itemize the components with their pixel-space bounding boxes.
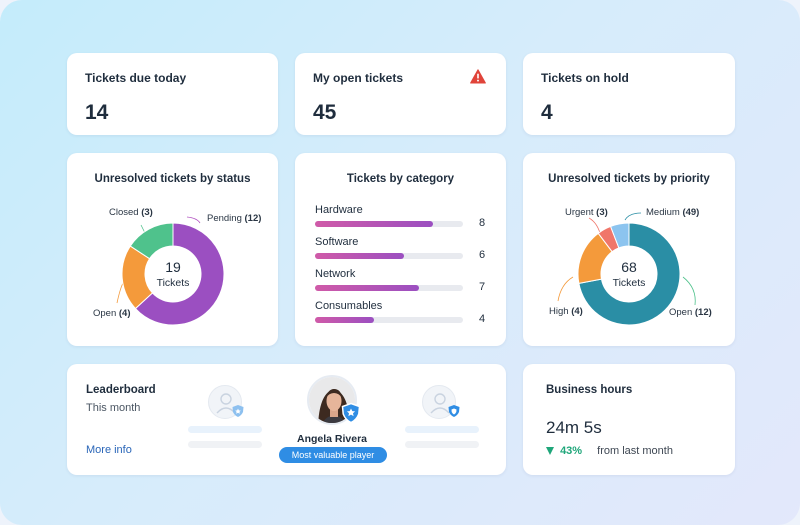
winner-name: Angela Rivera <box>296 433 368 445</box>
shield-icon <box>232 405 244 417</box>
placeholder-bar <box>405 441 479 448</box>
category-value: 8 <box>479 217 486 229</box>
callout-open-priority: Open (12) <box>669 307 712 318</box>
priority-slice-medium[interactable] <box>609 222 630 249</box>
priority-donut-chart <box>557 212 696 326</box>
status-donut-chart <box>116 216 225 326</box>
priority-center-label: Tickets <box>612 277 646 289</box>
priority-center-value: 68 <box>621 259 637 275</box>
category-track <box>315 253 463 259</box>
category-value: 4 <box>479 313 486 325</box>
category-row-software: Software 6 <box>315 236 490 261</box>
callout-pending: Pending (12) <box>207 213 262 224</box>
category-value: 6 <box>479 249 486 261</box>
business-hours-title: Business hours <box>546 384 633 396</box>
shield-icon <box>448 405 460 417</box>
status-slice-closed[interactable] <box>129 222 174 260</box>
placeholder-bar <box>188 426 262 433</box>
status-center-value: 19 <box>165 259 181 275</box>
category-row-hardware: Hardware 8 <box>315 204 490 229</box>
stat-value: 4 <box>541 101 553 124</box>
stat-card-my-open[interactable]: My open tickets 45 <box>295 53 506 135</box>
callout-medium: Medium (49) <box>646 207 700 218</box>
stat-value: 14 <box>85 101 109 124</box>
status-slice-pending[interactable] <box>134 222 225 326</box>
user-icon <box>430 393 450 414</box>
category-label: Network <box>315 268 356 280</box>
stat-value: 45 <box>313 101 337 124</box>
category-bar <box>315 253 404 259</box>
category-label: Consumables <box>315 300 383 312</box>
category-track <box>315 221 463 227</box>
business-hours-value: 24m 5s <box>546 418 602 437</box>
category-value: 7 <box>479 281 486 293</box>
stat-title: My open tickets <box>313 71 404 85</box>
placeholder-bar <box>405 426 479 433</box>
category-bar <box>315 285 419 291</box>
category-bar <box>315 221 434 227</box>
stat-title: Tickets on hold <box>541 71 629 85</box>
category-label: Software <box>315 236 359 248</box>
callout-urgent: Urgent (3) <box>565 207 608 218</box>
trend-percent: 43% <box>560 445 583 457</box>
status-chart-card: Unresolved tickets by status 19 Tickets … <box>67 153 278 346</box>
mvp-badge: Most valuable player <box>279 447 387 463</box>
more-info-link[interactable]: More info <box>86 444 132 456</box>
warning-icon <box>470 69 486 84</box>
chart-title: Unresolved tickets by status <box>94 173 251 185</box>
category-bar <box>315 317 375 323</box>
stat-title: Tickets due today <box>85 71 187 85</box>
category-track <box>315 285 463 291</box>
chart-title: Tickets by category <box>346 173 455 185</box>
business-hours-trend: 43% from last month <box>546 445 673 457</box>
chart-title: Unresolved tickets by priority <box>548 173 710 185</box>
trend-down-icon <box>546 447 554 455</box>
stat-card-due-today[interactable]: Tickets due today 14 <box>67 53 278 135</box>
priority-slice-open[interactable] <box>578 222 681 326</box>
status-center-label: Tickets <box>156 277 190 289</box>
category-chart-card: Tickets by category Hardware 8 Software … <box>295 153 506 346</box>
callout-high: High (4) <box>549 306 583 317</box>
leaderboard-title: Leaderboard <box>86 384 156 396</box>
business-hours-card: Business hours 24m 5s 43% from last mont… <box>523 364 735 475</box>
category-track <box>315 317 463 323</box>
callout-closed: Closed (3) <box>109 207 153 218</box>
stat-card-on-hold[interactable]: Tickets on hold 4 <box>523 53 735 135</box>
category-row-consumables: Consumables 4 <box>315 300 490 325</box>
trend-text: from last month <box>597 445 673 457</box>
leaderboard-subtitle: This month <box>86 402 141 414</box>
leaderboard-card: Leaderboard This month More info <box>67 364 506 475</box>
callout-open: Open (4) <box>93 308 131 319</box>
category-row-network: Network 7 <box>315 268 490 293</box>
star-shield-icon <box>341 402 361 424</box>
priority-chart-card: Unresolved tickets by priority 68 Ticket… <box>523 153 735 346</box>
category-label: Hardware <box>315 204 363 216</box>
placeholder-bar <box>188 441 262 448</box>
